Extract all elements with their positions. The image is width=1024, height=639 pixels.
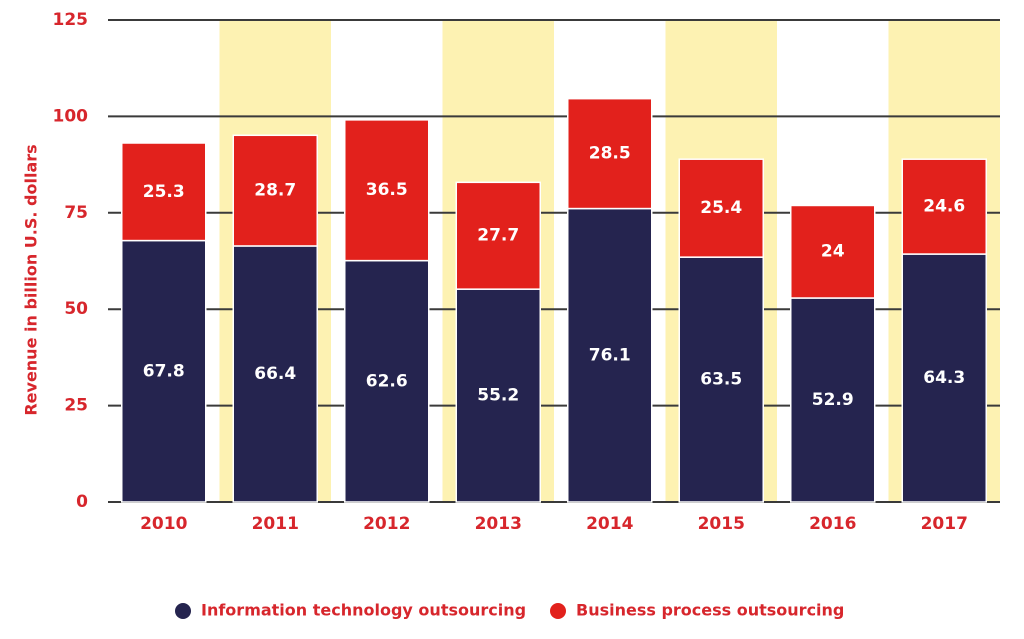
data-label: 25.4 [700, 198, 742, 218]
bar-segment [455, 181, 541, 290]
data-label: 63.5 [700, 370, 742, 390]
bar-segment [121, 142, 207, 242]
data-label: 27.7 [477, 226, 519, 246]
bar-segment [901, 158, 987, 255]
legend-label: Information technology outsourcing [201, 601, 526, 620]
bar-segment [678, 158, 764, 258]
data-label: 24.6 [923, 197, 965, 217]
data-label: 64.3 [923, 368, 965, 388]
data-label: 67.8 [143, 361, 185, 381]
data-label: 28.5 [589, 144, 631, 164]
data-label: 25.3 [143, 182, 185, 202]
y-tick-label: 125 [53, 10, 89, 30]
bar-segment [567, 207, 653, 503]
y-tick-label: 75 [64, 203, 88, 223]
data-label: 24 [821, 242, 845, 262]
legend-marker [175, 603, 191, 619]
bar-segment [790, 297, 876, 503]
legend-label: Business process outsourcing [576, 601, 844, 620]
x-tick-label: 2016 [809, 514, 856, 534]
data-label: 62.6 [366, 371, 408, 391]
bar-segment [678, 256, 764, 503]
bar-segment [790, 204, 876, 299]
data-label: 28.7 [254, 181, 296, 201]
y-tick-label: 25 [64, 396, 88, 416]
legend-marker [550, 603, 566, 619]
data-label: 36.5 [366, 180, 408, 200]
data-label: 66.4 [254, 364, 296, 384]
bar-segment [344, 259, 430, 503]
x-tick-label: 2013 [475, 514, 522, 534]
x-tick-label: 2010 [140, 514, 187, 534]
bar-segment [567, 97, 653, 210]
data-label: 55.2 [477, 386, 519, 406]
bar-segment [344, 119, 430, 262]
data-label: 76.1 [589, 345, 631, 365]
x-tick-label: 2017 [921, 514, 968, 534]
y-tick-label: 0 [76, 492, 88, 512]
y-axis-label: Revenue in billion U.S. dollars [22, 144, 41, 415]
y-tick-label: 100 [53, 106, 89, 126]
bar-segment [901, 253, 987, 503]
x-tick-label: 2011 [252, 514, 299, 534]
x-tick-label: 2014 [586, 514, 633, 534]
data-label: 52.9 [812, 390, 854, 410]
x-tick-label: 2012 [363, 514, 410, 534]
bar-segment [232, 134, 318, 247]
bar-segment [455, 288, 541, 503]
y-tick-label: 50 [64, 299, 88, 319]
x-tick-label: 2015 [698, 514, 745, 534]
